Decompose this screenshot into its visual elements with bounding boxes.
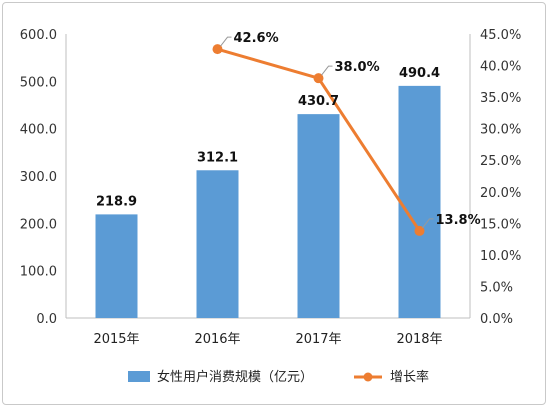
y-left-tick-label: 0.0 bbox=[36, 312, 57, 327]
growth-point bbox=[313, 73, 324, 84]
y-left-tick-label: 600.0 bbox=[20, 28, 57, 43]
growth-point bbox=[414, 225, 425, 236]
bar-value-label: 312.1 bbox=[197, 150, 238, 165]
growth-value-label: 38.0% bbox=[335, 60, 380, 75]
x-category-label: 2015年 bbox=[93, 332, 139, 347]
y-left-tick-label: 200.0 bbox=[20, 217, 57, 232]
y-right-tick-label: 35.0% bbox=[480, 91, 521, 106]
y-left-tick-label: 500.0 bbox=[20, 75, 57, 90]
bar bbox=[398, 85, 441, 318]
bar-value-label: 218.9 bbox=[96, 194, 137, 209]
growth-label-leader bbox=[220, 36, 232, 47]
y-right-tick-label: 40.0% bbox=[480, 60, 521, 75]
y-right-tick-label: 30.0% bbox=[480, 123, 521, 138]
growth-value-label: 13.8% bbox=[436, 213, 481, 228]
y-right-tick-label: 0.0% bbox=[480, 312, 513, 327]
legend-bar-label: 女性用户消费规模（亿元） bbox=[157, 369, 313, 385]
axes: 0.0 100.0 200.0 300.0 400.0 500.0 600.0 0.0% 5.0… bbox=[20, 28, 522, 347]
bar bbox=[95, 214, 138, 318]
bar-value-label: 430.7 bbox=[298, 94, 339, 109]
bar-value-label: 490.4 bbox=[399, 66, 440, 81]
x-category-label: 2016年 bbox=[194, 332, 240, 347]
y-right-tick-label: 10.0% bbox=[480, 249, 521, 264]
y-right-tick-label: 15.0% bbox=[480, 217, 521, 232]
x-category-label: 2018年 bbox=[396, 332, 442, 347]
bar bbox=[297, 114, 340, 318]
y-right-tick-label: 5.0% bbox=[480, 280, 513, 295]
y-left-tick-label: 400.0 bbox=[20, 123, 57, 138]
legend: 女性用户消费规模（亿元） 增长率 bbox=[128, 369, 429, 385]
legend-line-marker bbox=[363, 372, 373, 382]
y-left-tick-label: 300.0 bbox=[20, 170, 57, 185]
growth-label-leader bbox=[321, 65, 333, 76]
y-left-tick-label: 100.0 bbox=[20, 265, 57, 280]
legend-line-label: 增长率 bbox=[390, 369, 429, 385]
growth-point bbox=[212, 44, 223, 55]
growth-value-label: 42.6% bbox=[234, 31, 279, 46]
growth-line bbox=[212, 36, 434, 236]
y-right-tick-label: 45.0% bbox=[480, 28, 521, 43]
y-right-tick-label: 25.0% bbox=[480, 154, 521, 169]
bars bbox=[95, 85, 441, 318]
bar bbox=[196, 170, 239, 318]
data-labels: 218.9 312.1 430.7 490.4 42.6% 38.0% 13.8% bbox=[96, 31, 481, 228]
chart-frame bbox=[2, 2, 546, 405]
legend-bar-swatch bbox=[128, 371, 150, 382]
y-right-tick-label: 20.0% bbox=[480, 186, 521, 201]
x-category-label: 2017年 bbox=[295, 332, 341, 347]
growth-label-leader bbox=[422, 218, 434, 229]
